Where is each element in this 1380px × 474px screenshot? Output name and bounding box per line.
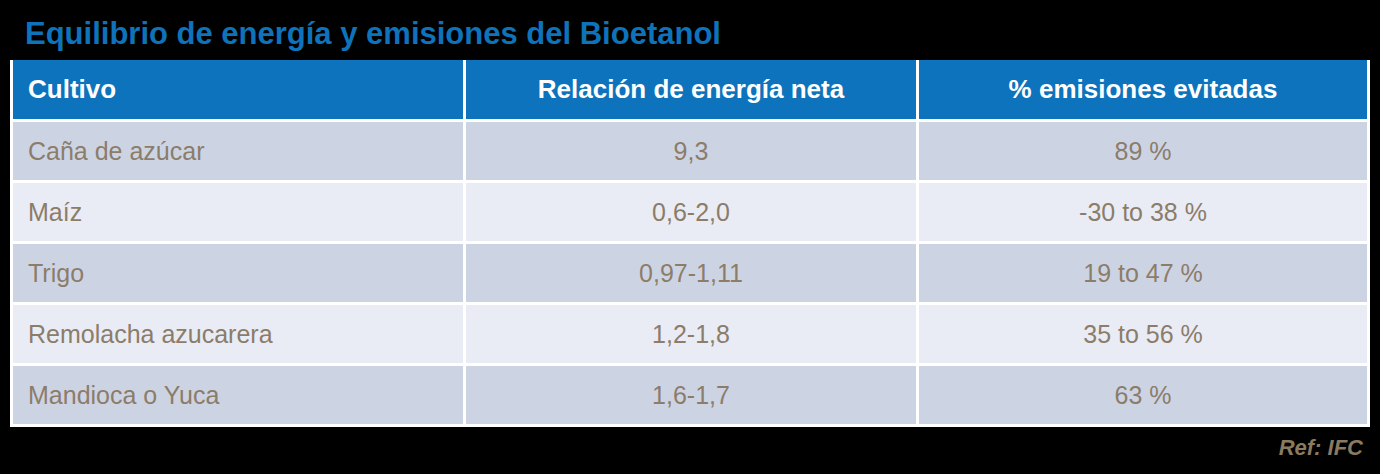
cell-emisiones-evitadas: 19 to 47 % — [919, 244, 1367, 302]
cell-energia-neta: 1,6-1,7 — [466, 366, 916, 424]
cell-energia-neta: 0,6-2,0 — [466, 183, 916, 241]
cell-cultivo: Remolacha azucarera — [13, 305, 463, 363]
cell-cultivo: Caña de azúcar — [13, 122, 463, 180]
column-header-emisiones-evitadas: % emisiones evitadas — [919, 60, 1367, 119]
source-ref: Ref: IFC — [10, 435, 1370, 461]
cell-emisiones-evitadas: 89 % — [919, 122, 1367, 180]
cell-cultivo: Mandioca o Yuca — [13, 366, 463, 424]
cell-energia-neta: 1,2-1,8 — [466, 305, 916, 363]
column-header-cultivo: Cultivo — [13, 60, 463, 119]
cell-emisiones-evitadas: 63 % — [919, 366, 1367, 424]
page-title: Equilibrio de energía y emisiones del Bi… — [0, 0, 1380, 60]
bioethanol-table: Cultivo Relación de energía neta % emisi… — [10, 60, 1370, 427]
cell-energia-neta: 9,3 — [466, 122, 916, 180]
cell-cultivo: Maíz — [13, 183, 463, 241]
cell-cultivo: Trigo — [13, 244, 463, 302]
column-header-energia-neta: Relación de energía neta — [466, 60, 916, 119]
cell-emisiones-evitadas: 35 to 56 % — [919, 305, 1367, 363]
cell-emisiones-evitadas: -30 to 38 % — [919, 183, 1367, 241]
cell-energia-neta: 0,97-1,11 — [466, 244, 916, 302]
